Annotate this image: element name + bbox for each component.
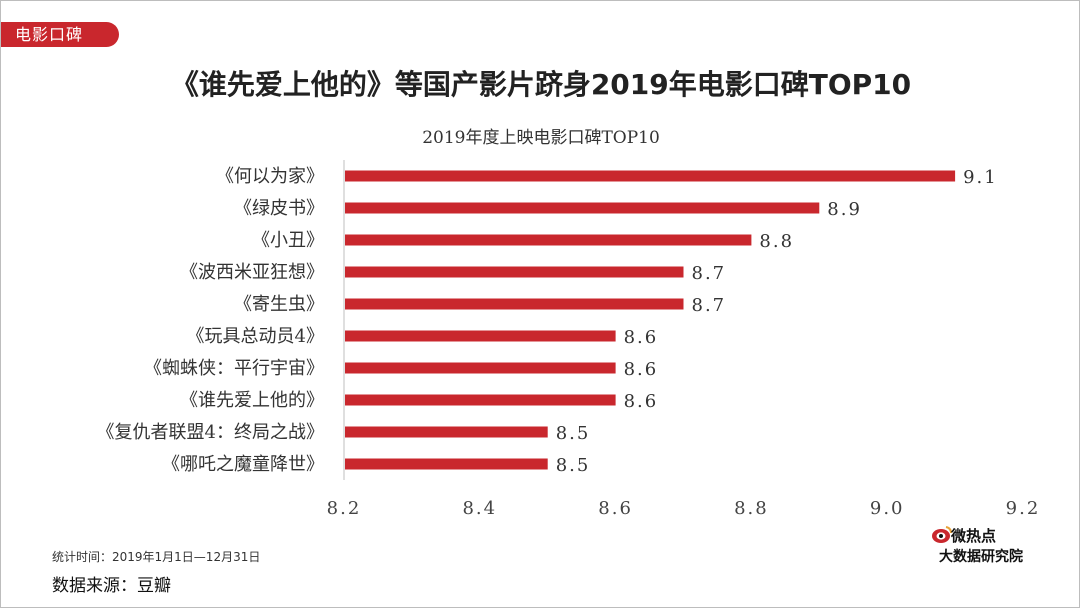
bar [345,330,616,342]
data-label: 8.8 [759,231,794,252]
x-tick-label: 8.2 [327,498,362,519]
bar [345,234,752,246]
bar-chart: 2019年度上映电影口碑TOP10 《何以为家》 9.1 《绿皮书》 8.9 《小丑》 8.… [97,128,1041,519]
category-label: 《复仇者联盟4：终局之战》 [97,422,324,443]
weibo-eye-icon [932,526,952,543]
category-label: 《蜘蛛侠：平行宇宙》 [144,358,324,379]
data-label: 9.1 [963,167,998,188]
bar [345,362,616,374]
logo-subtitle: 大数据研究院 [939,549,1023,565]
data-label: 8.9 [827,199,862,220]
bar [345,394,616,406]
category-label: 《小丑》 [252,230,324,251]
logo-name: 微热点 [951,527,997,545]
bar [345,458,548,470]
data-label: 8.5 [556,423,591,444]
x-tick-label: 9.2 [1006,498,1041,519]
footnote: 统计时间：2019年1月1日—12月31日 [52,550,261,564]
bar [345,202,820,214]
data-label: 8.6 [624,327,659,348]
data-source: 数据来源：豆瓣 [52,576,171,596]
x-tick-label: 9.0 [870,498,905,519]
chart-title: 2019年度上映电影口碑TOP10 [422,128,660,148]
x-tick-label: 8.8 [734,498,769,519]
bar [345,266,684,278]
category-label: 《波西米亚狂想》 [180,262,324,283]
bar [345,426,548,438]
bar [345,298,684,310]
data-label: 8.7 [692,295,727,316]
category-label: 《玩具总动员4》 [187,326,324,347]
logo: 微热点 大数据研究院 [931,525,1051,565]
category-label: 《哪吒之魔童降世》 [162,454,324,475]
data-label: 8.5 [556,455,591,476]
data-label: 8.7 [692,263,727,284]
section-tag: 电影口碑 [1,22,119,47]
category-label: 《谁先爱上他的》 [180,390,324,411]
category-label: 《寄生虫》 [234,294,324,315]
data-label: 8.6 [624,359,659,380]
category-label: 《何以为家》 [216,166,324,187]
category-label: 《绿皮书》 [234,198,324,219]
x-tick-label: 8.4 [462,498,497,519]
x-tick-label: 8.6 [598,498,633,519]
data-label: 8.6 [624,391,659,412]
headline: 《谁先爱上他的》等国产影片跻身2019年电影口碑TOP10 [170,68,912,101]
bar [345,170,956,182]
